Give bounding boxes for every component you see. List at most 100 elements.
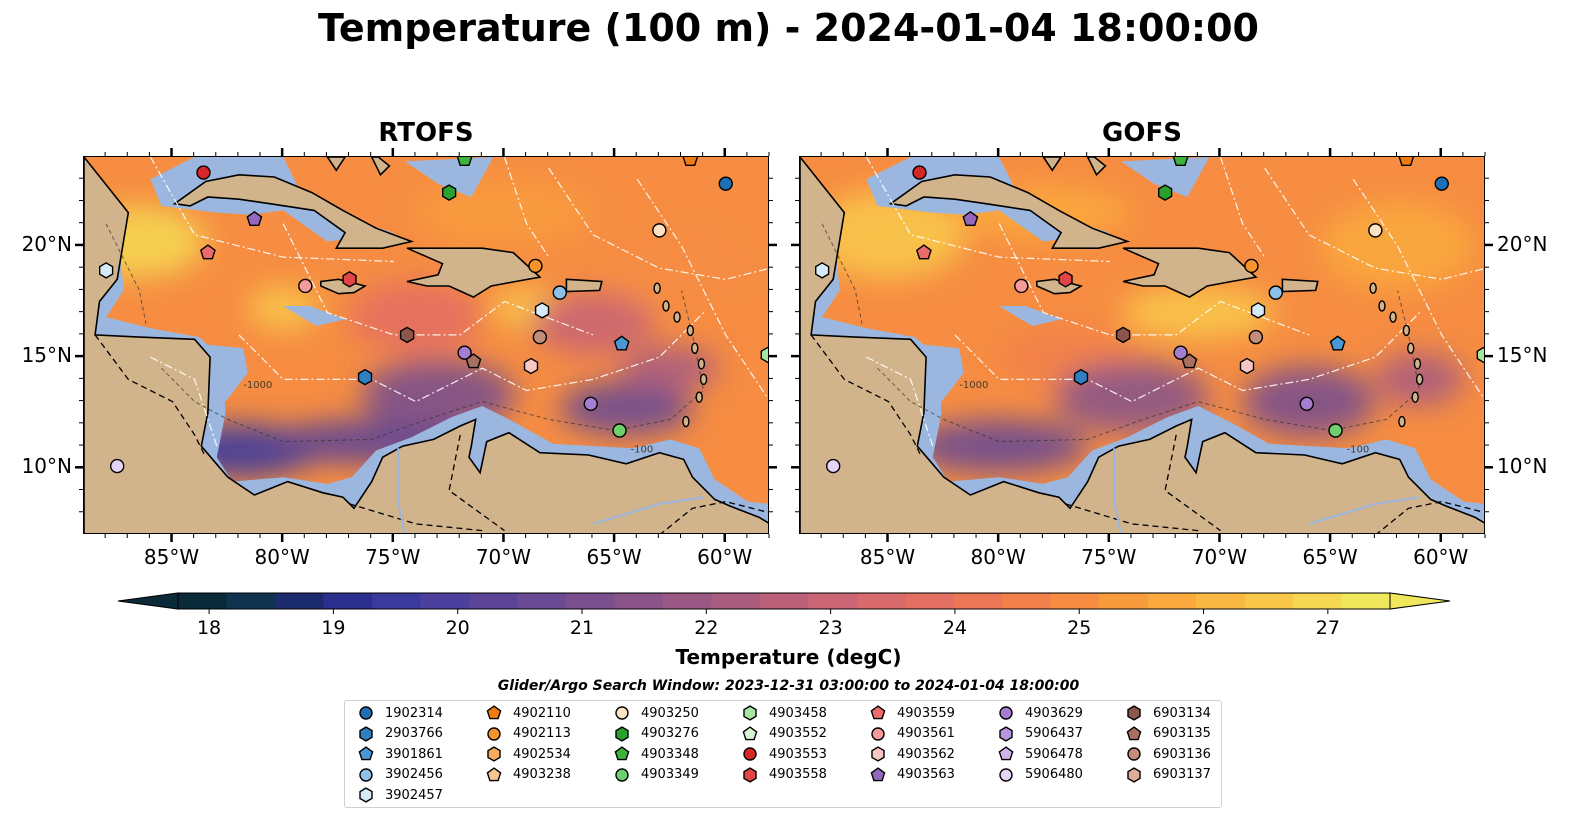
float-marker-4903563: [962, 210, 979, 227]
legend-marker-circle: [999, 706, 1013, 720]
legend-marker-circle: [615, 767, 629, 782]
float-marker-1902314: [718, 176, 733, 191]
legend-label: 4902110: [513, 705, 571, 721]
legend-item: 4903276: [613, 724, 699, 744]
legend-symbol: [743, 705, 757, 721]
legend-label: 3902457: [385, 787, 443, 803]
land-mass: [888, 173, 1131, 249]
land-mass: [1036, 278, 1084, 295]
legend-symbol: [359, 725, 373, 742]
legend-label: 6903134: [1153, 705, 1211, 721]
colorbar-segment: [1341, 593, 1391, 609]
float-marker-5906480: [109, 458, 125, 474]
legend-symbol: [359, 767, 373, 782]
float-marker-4903559: [915, 244, 932, 260]
legend-marker-hexagon: [999, 725, 1013, 742]
lat-tick-label: 15°N: [21, 343, 72, 368]
colorbar-segment: [759, 593, 809, 609]
float-marker-3902457: [98, 262, 114, 279]
legend-symbol: [487, 746, 501, 762]
lon-tick-label: 75°W: [1081, 545, 1137, 569]
legend-item: 3902456: [357, 765, 443, 785]
colorbar-tick-label: 26: [1191, 617, 1216, 639]
legend-marker-pentagon: [870, 705, 886, 720]
float-marker-3902457: [814, 262, 830, 279]
shelf-area: [1120, 157, 1210, 197]
float-marker-4903562: [523, 357, 539, 375]
legend-marker-circle: [1127, 747, 1141, 761]
legend-item: 4903563: [869, 765, 955, 785]
land-mass: [565, 278, 603, 293]
colorbar-segment: [1002, 593, 1052, 609]
land-mass: [1281, 278, 1319, 293]
legend-marker-pentagon: [358, 746, 374, 761]
legend-label: 4903276: [641, 726, 699, 741]
axis-ticks: [75, 148, 1493, 542]
legend-marker-hexagon: [615, 725, 629, 742]
legend-item: 4903458: [741, 703, 827, 723]
legend-symbol: [999, 767, 1013, 782]
colorbar-segment: [371, 593, 421, 609]
colorbar-tick-label: 22: [694, 617, 719, 639]
colorbar-tick-label: 27: [1315, 617, 1340, 639]
land-mass: [406, 247, 542, 299]
land-mass: [1122, 247, 1258, 299]
float-marker-4903559: [199, 244, 216, 260]
colorbar-tick-label: 24: [942, 617, 968, 639]
legend-label: 2903766: [385, 726, 443, 741]
bathymetry-label: -100: [1347, 445, 1370, 456]
float-marker-3902456: [1268, 285, 1283, 300]
legend-item: 6903134: [1125, 703, 1211, 723]
lat-tick-label: 15°N: [1497, 343, 1548, 368]
legend-marker-hexagon: [359, 787, 373, 803]
legend-marker-hexagon: [359, 725, 373, 742]
legend-item: 4903238: [485, 765, 571, 785]
float-marker-4903349: [1328, 423, 1343, 438]
legend-marker-pentagon: [486, 766, 502, 781]
colorbar-segment: [1050, 593, 1100, 609]
legend-label: 4903349: [641, 767, 699, 782]
float-marker-4903629: [457, 345, 472, 360]
legend-symbol: [486, 766, 502, 781]
legend-item: 4902113: [485, 724, 571, 744]
legend-symbol: [358, 746, 374, 761]
legend-marker-pentagon: [614, 746, 630, 761]
float-marker-4903558: [342, 270, 357, 288]
land-mass: [370, 157, 391, 177]
lon-tick-label: 85°W: [859, 545, 916, 569]
bathymetry-label: -100: [631, 445, 654, 456]
colorbar-segment: [517, 593, 567, 609]
legend-label: 5906480: [1025, 767, 1083, 782]
legend-symbol: [743, 766, 757, 783]
float-marker-4903276: [442, 184, 457, 201]
legend-label: 4902113: [513, 726, 571, 741]
colorbar: [117, 592, 1451, 614]
colorbar-segment: [662, 593, 712, 609]
legend-symbol: [1127, 705, 1141, 721]
float-marker-4903348: [1172, 157, 1189, 167]
legend-item: 6903136: [1125, 744, 1211, 764]
colorbar-segment: [808, 593, 858, 609]
float-marker-6903134: [399, 326, 415, 344]
legend-marker-hexagon: [871, 746, 885, 762]
float-marker-4903562: [1239, 357, 1255, 375]
legend-label: 4902534: [513, 746, 571, 762]
land-mass: [172, 173, 415, 249]
legend-label: 6903137: [1153, 767, 1211, 782]
float-marker-4903276: [1158, 184, 1173, 201]
legend-label: 4903238: [513, 767, 571, 782]
legend-symbol: [871, 726, 885, 741]
legend-label: 4903559: [897, 705, 955, 721]
colorbar-segment: [178, 593, 227, 609]
shelf-area: [999, 306, 1062, 326]
colorbar-segment: [953, 593, 1003, 609]
float-marker-4903561: [1014, 278, 1029, 294]
legend-symbol: [615, 725, 629, 742]
legend-symbol: [1127, 747, 1141, 761]
legend-symbol: [1127, 766, 1141, 783]
legend-marker-pentagon: [742, 725, 758, 740]
legend-symbol: [999, 725, 1013, 742]
legend-symbol: [359, 787, 373, 803]
legend-item: 4903629: [997, 703, 1083, 723]
